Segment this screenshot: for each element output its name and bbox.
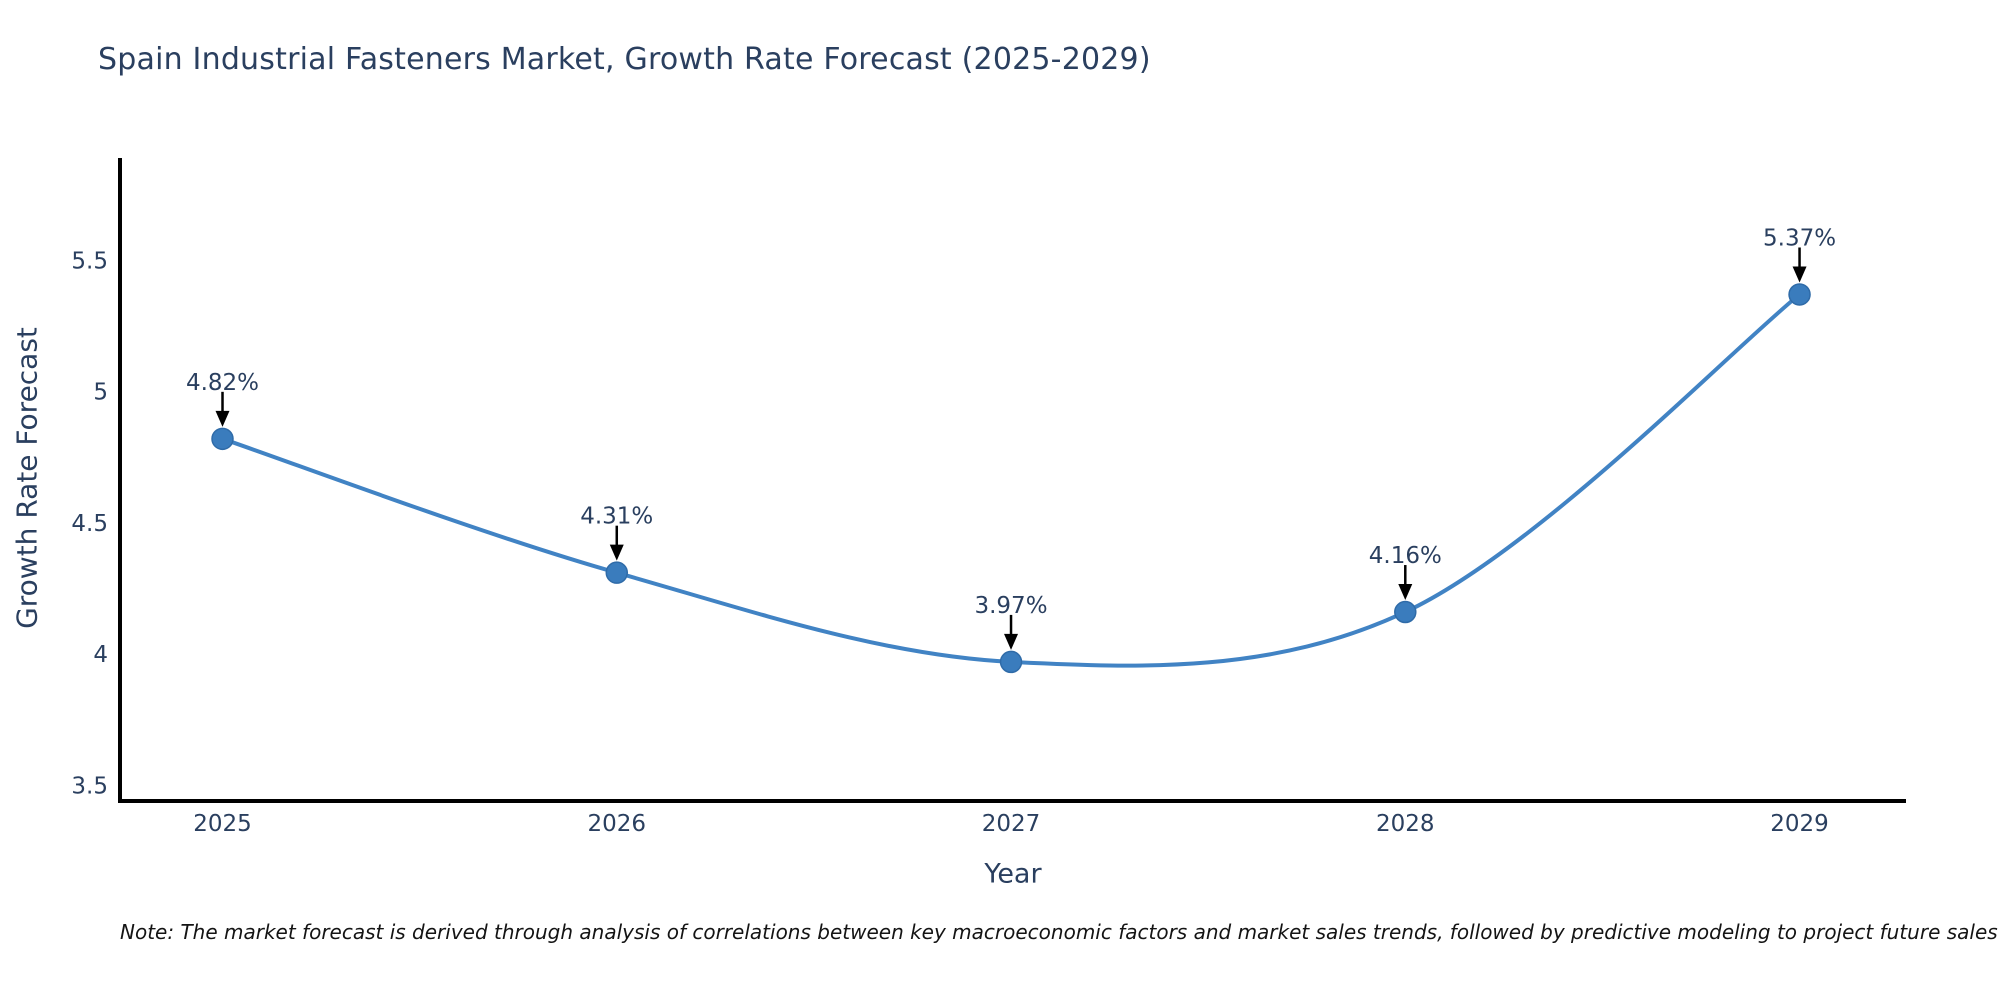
y-tick-label: 3.5 — [71, 773, 108, 799]
annotation-arrow-head — [1004, 633, 1019, 650]
x-tick-label: 2029 — [1770, 811, 1829, 837]
x-tick-label: 2028 — [1376, 811, 1435, 837]
annotation-label: 4.82% — [186, 370, 259, 396]
annotation-arrow-head — [609, 544, 624, 561]
annotation-arrow-head — [1398, 584, 1413, 601]
annotation-arrow-head — [1792, 266, 1807, 283]
annotation-label: 4.31% — [580, 504, 653, 530]
data-point-marker[interactable] — [999, 650, 1023, 674]
data-point-marker[interactable] — [605, 561, 629, 584]
annotation-label: 3.97% — [974, 593, 1047, 619]
data-point-marker[interactable] — [1788, 283, 1811, 306]
x-axis-title: Year — [984, 858, 1042, 890]
footnote: Note: The market forecast is derived thr… — [120, 920, 1998, 944]
x-tick-label: 2025 — [193, 811, 252, 837]
annotation-label: 5.37% — [1763, 225, 1836, 251]
data-point-marker[interactable] — [211, 427, 234, 451]
chart-title: Spain Industrial Fasteners Market, Growt… — [98, 42, 1151, 77]
y-tick-label: 4 — [93, 642, 108, 668]
annotation-label: 4.16% — [1369, 543, 1442, 569]
x-tick-label: 2026 — [587, 811, 646, 837]
y-tick-label: 4.5 — [71, 511, 108, 537]
x-tick-label: 2027 — [982, 811, 1041, 837]
y-tick-label: 5.5 — [71, 248, 108, 274]
data-point-marker[interactable] — [1394, 600, 1417, 624]
annotation-arrow-head — [215, 410, 230, 427]
y-tick-label: 5 — [93, 380, 108, 406]
